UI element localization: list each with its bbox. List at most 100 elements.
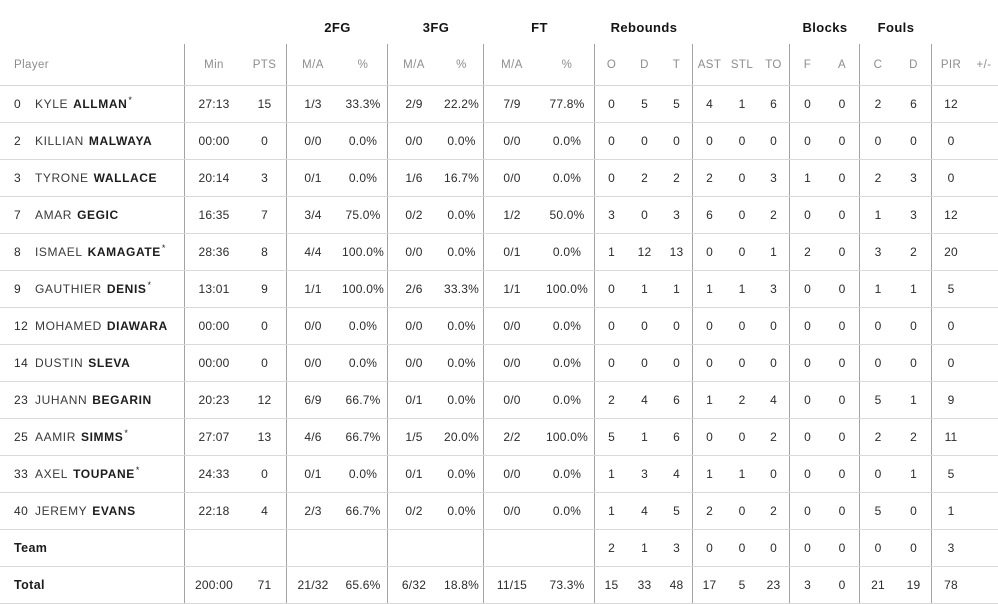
jersey-number: 2 bbox=[14, 134, 22, 148]
stat-blk-a: 0 bbox=[825, 160, 860, 196]
stat-blk-f: 0 bbox=[804, 430, 811, 444]
stat-stl: 0 bbox=[738, 430, 746, 444]
group-label-2fg: 2FG bbox=[324, 20, 351, 35]
stat-pir: 12 bbox=[944, 97, 958, 111]
stat-fg2-pct: 33.3% bbox=[339, 86, 388, 122]
header-ft-pct: % bbox=[540, 44, 595, 85]
stat-blk-a: 0 bbox=[825, 271, 860, 307]
stat-blk-a: 0 bbox=[825, 382, 860, 418]
stat-ast: 0 bbox=[706, 541, 713, 555]
stat-pir: 0 bbox=[947, 319, 955, 333]
stat-pir: 3 bbox=[947, 541, 955, 555]
stat-to: 1 bbox=[758, 234, 790, 270]
player-cell: 9 GAUTHIER DENIS * bbox=[0, 271, 185, 307]
stat-blk-a: 0 bbox=[825, 86, 860, 122]
jersey-number: 23 bbox=[14, 393, 29, 407]
stat-fg3-ma: 1/6 bbox=[405, 171, 423, 185]
stat-reb-t: 2 bbox=[661, 160, 693, 196]
stat-fg3-pct: 0.0% bbox=[440, 456, 484, 492]
stat-blk-a: 0 bbox=[825, 493, 860, 529]
stat-fg3-pct: 0.0% bbox=[440, 308, 484, 344]
stat-reb-o: 0 bbox=[608, 97, 615, 111]
stat-stl: 0 bbox=[738, 208, 746, 222]
stat-pir: 11 bbox=[944, 430, 958, 444]
header-2fg-pct: % bbox=[339, 44, 388, 85]
stat-reb-o: 1 bbox=[608, 245, 615, 259]
stat-fg3-ma: 0/0 bbox=[405, 356, 423, 370]
stat-min: 16:35 bbox=[198, 208, 230, 222]
stat-pir: 9 bbox=[947, 393, 955, 407]
stat-fg2-ma: 4/4 bbox=[304, 245, 322, 259]
stat-fg2-ma: 0/0 bbox=[304, 319, 322, 333]
stat-fg3-pct: 16.7% bbox=[440, 160, 484, 196]
stat-min: 13:01 bbox=[198, 282, 230, 296]
stat-pts: 3 bbox=[243, 160, 287, 196]
stat-reb-t: 3 bbox=[661, 530, 693, 566]
stat-fg2-ma: 1/1 bbox=[304, 282, 322, 296]
stat-ft-pct: 0.0% bbox=[540, 382, 595, 418]
stat-blk-f: 0 bbox=[804, 319, 811, 333]
stat-stl: 0 bbox=[738, 134, 746, 148]
header-foul-d: D bbox=[896, 44, 932, 85]
stat-ft-pct: 0.0% bbox=[540, 123, 595, 159]
stat-reb-o: 0 bbox=[608, 319, 615, 333]
stat-min: 22:18 bbox=[198, 504, 230, 518]
stat-to: 0 bbox=[758, 530, 790, 566]
team-row: Team 2 1 3 0 0 0 0 0 0 0 3 bbox=[0, 530, 998, 567]
player-row: 8 ISMAEL KAMAGATE * 28:36 8 4/4 100.0% 0/0 0.0% 0/… bbox=[0, 234, 998, 271]
stat-reb-d: 0 bbox=[641, 134, 648, 148]
stat-to: 0 bbox=[758, 123, 790, 159]
stat-foul-c: 5 bbox=[874, 393, 882, 407]
stat-ast: 0 bbox=[706, 356, 713, 370]
jersey-number: 25 bbox=[14, 430, 29, 444]
stat-fg2-pct: 66.7% bbox=[339, 419, 388, 455]
stat-reb-t: 4 bbox=[661, 456, 693, 492]
stat-blk-f: 0 bbox=[804, 134, 811, 148]
stat-ft-ma: 0/0 bbox=[503, 467, 521, 481]
stat-blk-f: 0 bbox=[804, 467, 811, 481]
stat-ast: 0 bbox=[706, 245, 713, 259]
stat-pts: 9 bbox=[243, 271, 287, 307]
stat-foul-d: 0 bbox=[896, 493, 932, 529]
player-last-name: EVANS bbox=[92, 504, 136, 518]
player-row: 7 AMAR GEGIC 16:35 7 3/4 75.0% 0/2 0.0% 1/2 50.0% 3… bbox=[0, 197, 998, 234]
player-first-name: JEREMY bbox=[35, 504, 88, 518]
stat-foul-c: 0 bbox=[874, 134, 882, 148]
player-last-name: SLEVA bbox=[88, 356, 131, 370]
stat-foul-c: 2 bbox=[874, 97, 882, 111]
player-first-name: ISMAEL bbox=[35, 245, 83, 259]
stat-reb-o: 5 bbox=[608, 430, 615, 444]
stat-fg3-pct: 20.0% bbox=[440, 419, 484, 455]
stat-foul-d: 1 bbox=[896, 456, 932, 492]
stat-reb-o: 0 bbox=[608, 134, 615, 148]
stat-plus-minus bbox=[970, 86, 998, 122]
stat-min: 28:36 bbox=[198, 245, 230, 259]
stat-to: 6 bbox=[758, 86, 790, 122]
stat-fg3-pct bbox=[440, 530, 484, 566]
stat-ft-pct: 0.0% bbox=[540, 345, 595, 381]
stat-ast: 1 bbox=[706, 393, 713, 407]
stat-pts: 0 bbox=[243, 123, 287, 159]
stat-reb-o: 2 bbox=[608, 541, 615, 555]
group-spacer-mid bbox=[693, 35, 790, 44]
stat-pir: 5 bbox=[947, 282, 955, 296]
stat-reb-t: 3 bbox=[661, 197, 693, 233]
stat-foul-c: 1 bbox=[874, 282, 882, 296]
stat-blk-f: 2 bbox=[804, 245, 811, 259]
stat-stl: 1 bbox=[738, 282, 746, 296]
stat-plus-minus bbox=[970, 382, 998, 418]
stat-blk-f: 0 bbox=[804, 504, 811, 518]
stat-ast: 1 bbox=[706, 282, 713, 296]
stat-plus-minus bbox=[970, 530, 998, 566]
stat-blk-f: 1 bbox=[804, 171, 811, 185]
stat-plus-minus bbox=[970, 271, 998, 307]
stat-stl: 1 bbox=[738, 97, 746, 111]
stat-reb-t: 0 bbox=[661, 345, 693, 381]
stat-to: 0 bbox=[758, 308, 790, 344]
player-cell: 33 AXEL TOUPANE * bbox=[0, 456, 185, 492]
stat-foul-c: 2 bbox=[874, 430, 882, 444]
group-label-blocks: Blocks bbox=[802, 20, 848, 35]
player-cell: 8 ISMAEL KAMAGATE * bbox=[0, 234, 185, 270]
player-first-name: KILLIAN bbox=[35, 134, 84, 148]
player-cell: 7 AMAR GEGIC bbox=[0, 197, 185, 233]
